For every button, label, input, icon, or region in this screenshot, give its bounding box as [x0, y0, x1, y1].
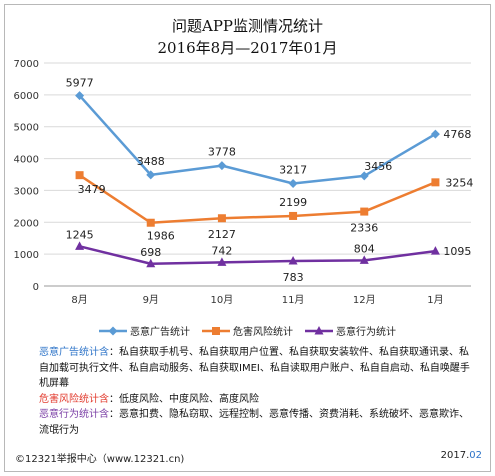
data-point [146, 218, 155, 227]
legend-label: 恶意行为统计 [336, 327, 396, 338]
data-label: 3254 [445, 176, 473, 189]
data-point [430, 129, 440, 139]
data-label: 698 [140, 246, 161, 259]
note-ad-text: ：私自获取手机号、私自获取用户位置、私自获取安装软件、私自获取通讯录、私自加载可… [39, 347, 470, 389]
data-label: 3778 [208, 146, 236, 159]
data-point [217, 161, 227, 171]
line-chart: 0 1000 2000 3000 4000 5000 6000 7000 8月 9月 10月 11月 1… [14, 59, 474, 306]
data-point [288, 256, 298, 265]
legend: 恶意广告统计 危害风险统计 恶意行为统计 [5, 323, 490, 338]
legend-marker [305, 325, 333, 334]
series-line [79, 245, 436, 266]
data-label: 3479 [78, 183, 106, 196]
data-label: 1095 [443, 245, 471, 258]
legend-symbol [108, 326, 118, 335]
data-point [430, 246, 440, 255]
data-point [288, 179, 298, 189]
legend-item: 恶意广告统计 [99, 323, 190, 338]
data-label: 5977 [66, 77, 94, 90]
data-point [289, 211, 298, 220]
y-tick-label: 5000 [14, 123, 39, 134]
legend-marker [202, 326, 230, 335]
notes: 恶意广告统计含：私自获取手机号、私自获取用户位置、私自获取安装软件、私自获取通讯… [39, 345, 474, 438]
data-point [360, 207, 369, 216]
y-tick-label: 4000 [14, 155, 39, 166]
y-tick-label: 6000 [14, 91, 39, 102]
data-label: 783 [283, 271, 304, 284]
legend-marker [99, 326, 127, 335]
data-label: 3456 [364, 160, 392, 173]
data-point [217, 214, 226, 223]
data-label: 742 [211, 244, 232, 257]
note-risk: 危害风险统计含：低度风险、中度风险、高度风险 [39, 392, 474, 408]
chart-subtitle: 2016年8月—2017年01月 [157, 39, 338, 57]
note-risk-key: 危害风险统计含 [39, 393, 109, 405]
legend-item: 恶意行为统计 [305, 323, 396, 338]
data-label: 3488 [137, 155, 165, 168]
x-tick-label: 8月 [71, 294, 87, 306]
data-label: 1986 [147, 230, 175, 243]
data-point [75, 241, 85, 250]
x-tick-label: 9月 [143, 294, 159, 306]
data-point [431, 178, 440, 187]
chart-frame: 问题APP监测情况统计 2016年8月—2017年01月 0 1000 2000 30… [4, 4, 491, 472]
data-label: 1245 [66, 228, 94, 241]
note-behavior: 恶意行为统计含：恶意扣费、隐私窃取、远程控制、恶意传播、资费消耗、系统破坏、恶意… [39, 407, 474, 438]
y-tick-label: 3000 [14, 186, 39, 197]
x-tick-label: 10月 [211, 294, 234, 306]
data-point [146, 170, 156, 180]
series-line [78, 94, 437, 185]
x-tick-label: 1月 [427, 294, 443, 306]
data-label: 804 [354, 242, 375, 255]
y-tick-label: 1000 [14, 250, 39, 261]
data-label: 2127 [208, 228, 236, 241]
data-point [217, 257, 227, 266]
note-risk-text: ：低度风险、中度风险、高度风险 [109, 393, 259, 405]
legend-symbol [212, 326, 220, 335]
data-label: 3217 [279, 164, 307, 177]
note-ad: 恶意广告统计含：私自获取手机号、私自获取用户位置、私自获取安装软件、私自获取通讯… [39, 345, 474, 392]
data-point [359, 171, 369, 181]
y-tick-label: 7000 [14, 59, 39, 70]
data-point [146, 258, 156, 268]
footer-date-month: 02 [469, 450, 482, 461]
legend-label: 危害风险统计 [233, 327, 293, 338]
data-point [75, 171, 84, 180]
footer-copyright: ©12321举报中心（www.12321.cn) [15, 454, 185, 465]
note-behavior-text: ：恶意扣费、隐私窃取、远程控制、恶意传播、资费消耗、系统破坏、恶意欺诈、流氓行为 [39, 409, 469, 436]
data-label: 2336 [350, 222, 378, 235]
data-label: 4768 [443, 128, 471, 141]
footer-date: 2017.02 [441, 450, 482, 461]
legend-item: 危害风险统计 [202, 323, 293, 338]
data-label: 2199 [279, 196, 307, 209]
footer-date-year: 2017. [440, 450, 470, 461]
x-tick-label: 11月 [282, 294, 305, 306]
y-tick-label: 2000 [14, 218, 39, 229]
y-tick-label: 0 [33, 282, 39, 293]
legend-symbol [314, 325, 324, 334]
data-point [359, 255, 369, 264]
note-ad-key: 恶意广告统计含 [39, 347, 109, 358]
x-tick-label: 12月 [353, 294, 376, 306]
legend-label: 恶意广告统计 [130, 327, 190, 338]
chart-title: 问题APP监测情况统计 [171, 17, 324, 35]
note-behavior-key: 恶意行为统计含 [39, 409, 109, 420]
series-line [78, 174, 436, 224]
data-point [75, 91, 85, 101]
